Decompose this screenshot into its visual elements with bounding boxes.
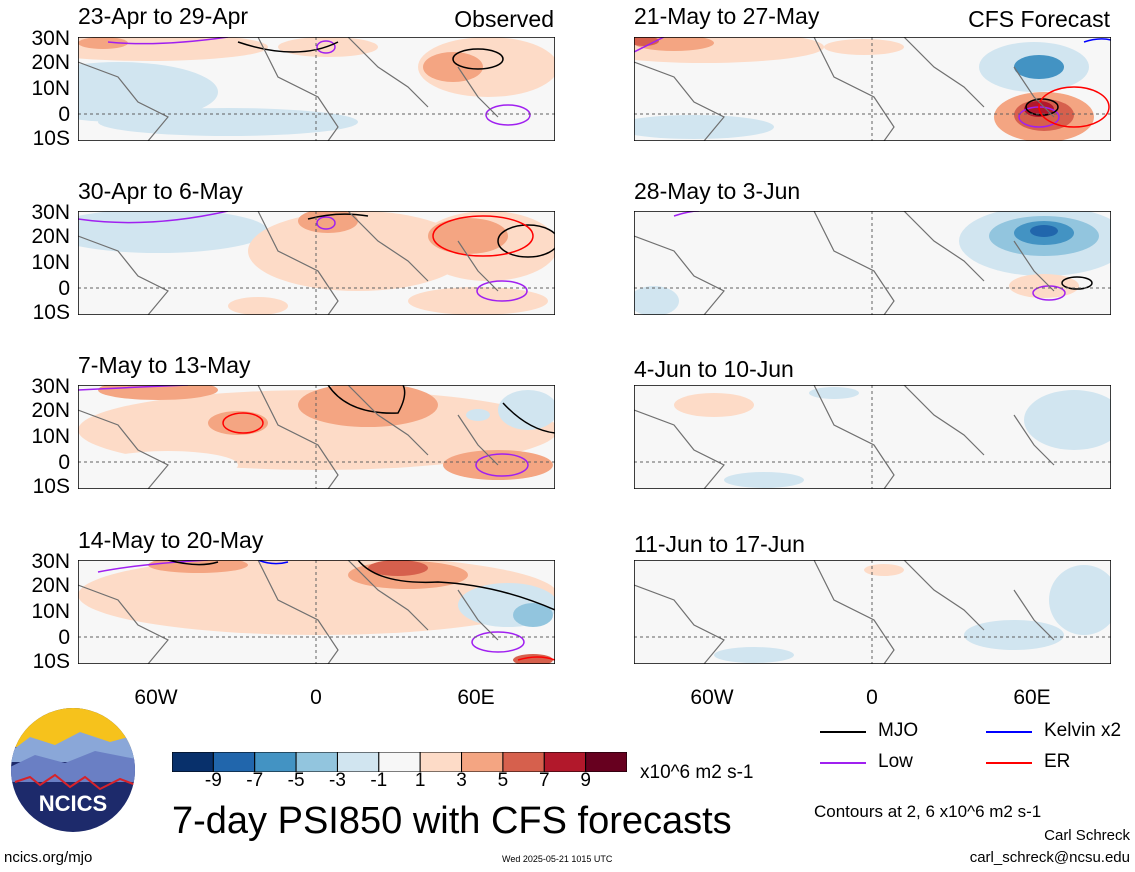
lat-tick-row3-10s: 10S <box>32 475 70 498</box>
lat-tick-row1-10n: 10N <box>31 77 70 100</box>
colorbar-swatch-9 <box>543 752 587 772</box>
colorbar-swatch-3 <box>295 752 338 772</box>
colorbar-units: x10^6 m2 s-1 <box>640 762 754 783</box>
lon-tick-right-60w: 60W <box>690 686 734 709</box>
lon-tick-right-60e: 60E <box>1013 686 1051 709</box>
lat-tick-row2-20n: 20N <box>31 225 70 248</box>
panel-title-observed-4: 14-May to 20-May <box>78 527 264 553</box>
footer-email[interactable]: carl_schreck@ncsu.edu <box>969 849 1130 866</box>
legend-kelvin-label: Kelvin x2 <box>1044 720 1122 741</box>
observed-tag: Observed <box>454 6 554 32</box>
lat-tick-row3-30n: 30N <box>31 375 70 398</box>
lon-tick-left-60w: 60W <box>134 686 178 709</box>
legend-kelvin-line <box>986 731 1032 733</box>
main-title: 7-day PSI850 with CFS forecasts <box>172 800 732 842</box>
panel-title-observed-2: 30-Apr to 6-May <box>78 178 243 204</box>
map-panel-forecast-3 <box>634 385 1111 489</box>
colorbar-swatch-10 <box>585 752 627 772</box>
map-panel-forecast-1 <box>634 37 1111 141</box>
lat-tick-row1-30n: 30N <box>31 27 70 50</box>
colorbar-tick-4: -1 <box>370 770 388 791</box>
ncics-logo: NCICS <box>11 708 135 832</box>
map-panel-observed-3 <box>78 385 555 489</box>
colorbar-tick-6: 3 <box>456 770 467 791</box>
panel-title-forecast-3: 4-Jun to 10-Jun <box>634 356 794 382</box>
forecast-tag: CFS Forecast <box>968 6 1110 32</box>
lat-tick-row4-20n: 20N <box>31 574 70 597</box>
legend-er-label: ER <box>1044 751 1071 772</box>
lat-tick-row1-10s: 10S <box>32 127 70 150</box>
colorbar-tick-7: 5 <box>497 770 509 791</box>
lon-tick-right-0: 0 <box>866 686 878 709</box>
legend-mjo-label: MJO <box>878 720 919 741</box>
panel-title-observed-3: 7-May to 13-May <box>78 352 251 378</box>
lat-tick-row3-10n: 10N <box>31 425 70 448</box>
lat-tick-row1-0: 0 <box>58 103 70 126</box>
footer-author: Carl Schreck <box>1044 827 1130 844</box>
footer-url[interactable]: ncics.org/mjo <box>4 849 93 866</box>
colorbar-tick-9: 9 <box>580 770 591 791</box>
lat-tick-row3-0: 0 <box>58 451 70 474</box>
map-panel-forecast-4 <box>634 560 1111 664</box>
lat-tick-row3-20n: 20N <box>31 399 70 422</box>
lat-tick-row4-10n: 10N <box>31 600 70 623</box>
lon-tick-left-0: 0 <box>310 686 322 709</box>
colorbar-swatch-7 <box>461 752 504 772</box>
logo-text: NCICS <box>39 791 107 816</box>
contours-note: Contours at 2, 6 x10^6 m2 s-1 <box>814 802 1042 821</box>
legend-low-label: Low <box>878 751 913 772</box>
colorbar <box>172 752 627 772</box>
colorbar-swatch-8 <box>502 752 545 772</box>
legend-mjo-line <box>820 731 866 733</box>
colorbar-swatch-6 <box>419 752 463 772</box>
map-panel-forecast-2 <box>634 211 1111 315</box>
lat-tick-row4-10s: 10S <box>32 650 70 673</box>
footer-timestamp: Wed 2025-05-21 1015 UTC <box>502 854 613 864</box>
colorbar-tick-1: -7 <box>246 770 264 791</box>
colorbar-tick-8: 7 <box>538 770 550 791</box>
colorbar-swatch-2 <box>254 752 297 772</box>
colorbar-swatch-5 <box>378 752 421 772</box>
lon-tick-left-60e: 60E <box>457 686 495 709</box>
panel-title-forecast-1: 21-May to 27-May <box>634 3 820 29</box>
map-panel-observed-4 <box>78 560 555 664</box>
map-panel-observed-1 <box>78 37 555 141</box>
lat-tick-row2-10n: 10N <box>31 251 70 274</box>
legend-low-line <box>820 762 866 764</box>
colorbar-swatch-1 <box>212 752 256 772</box>
map-panel-observed-2 <box>78 211 555 315</box>
lat-tick-row1-20n: 20N <box>31 51 70 74</box>
lat-tick-row4-0: 0 <box>58 626 70 649</box>
lat-tick-row2-0: 0 <box>58 277 70 300</box>
colorbar-swatch-0 <box>172 752 214 772</box>
panel-title-forecast-2: 28-May to 3-Jun <box>634 178 801 204</box>
colorbar-tick-3: -3 <box>329 770 346 791</box>
panel-title-observed-1: 23-Apr to 29-Apr <box>78 3 249 29</box>
colorbar-tick-0: -9 <box>204 770 222 791</box>
lat-tick-row2-10s: 10S <box>32 301 70 324</box>
lat-tick-row4-30n: 30N <box>31 550 70 573</box>
lat-tick-row2-30n: 30N <box>31 201 70 224</box>
colorbar-tick-2: -5 <box>287 770 305 791</box>
colorbar-swatch-4 <box>336 752 380 772</box>
colorbar-tick-5: 1 <box>414 770 426 791</box>
panel-title-forecast-4: 11-Jun to 17-Jun <box>634 531 805 557</box>
legend-er-line <box>986 762 1032 764</box>
